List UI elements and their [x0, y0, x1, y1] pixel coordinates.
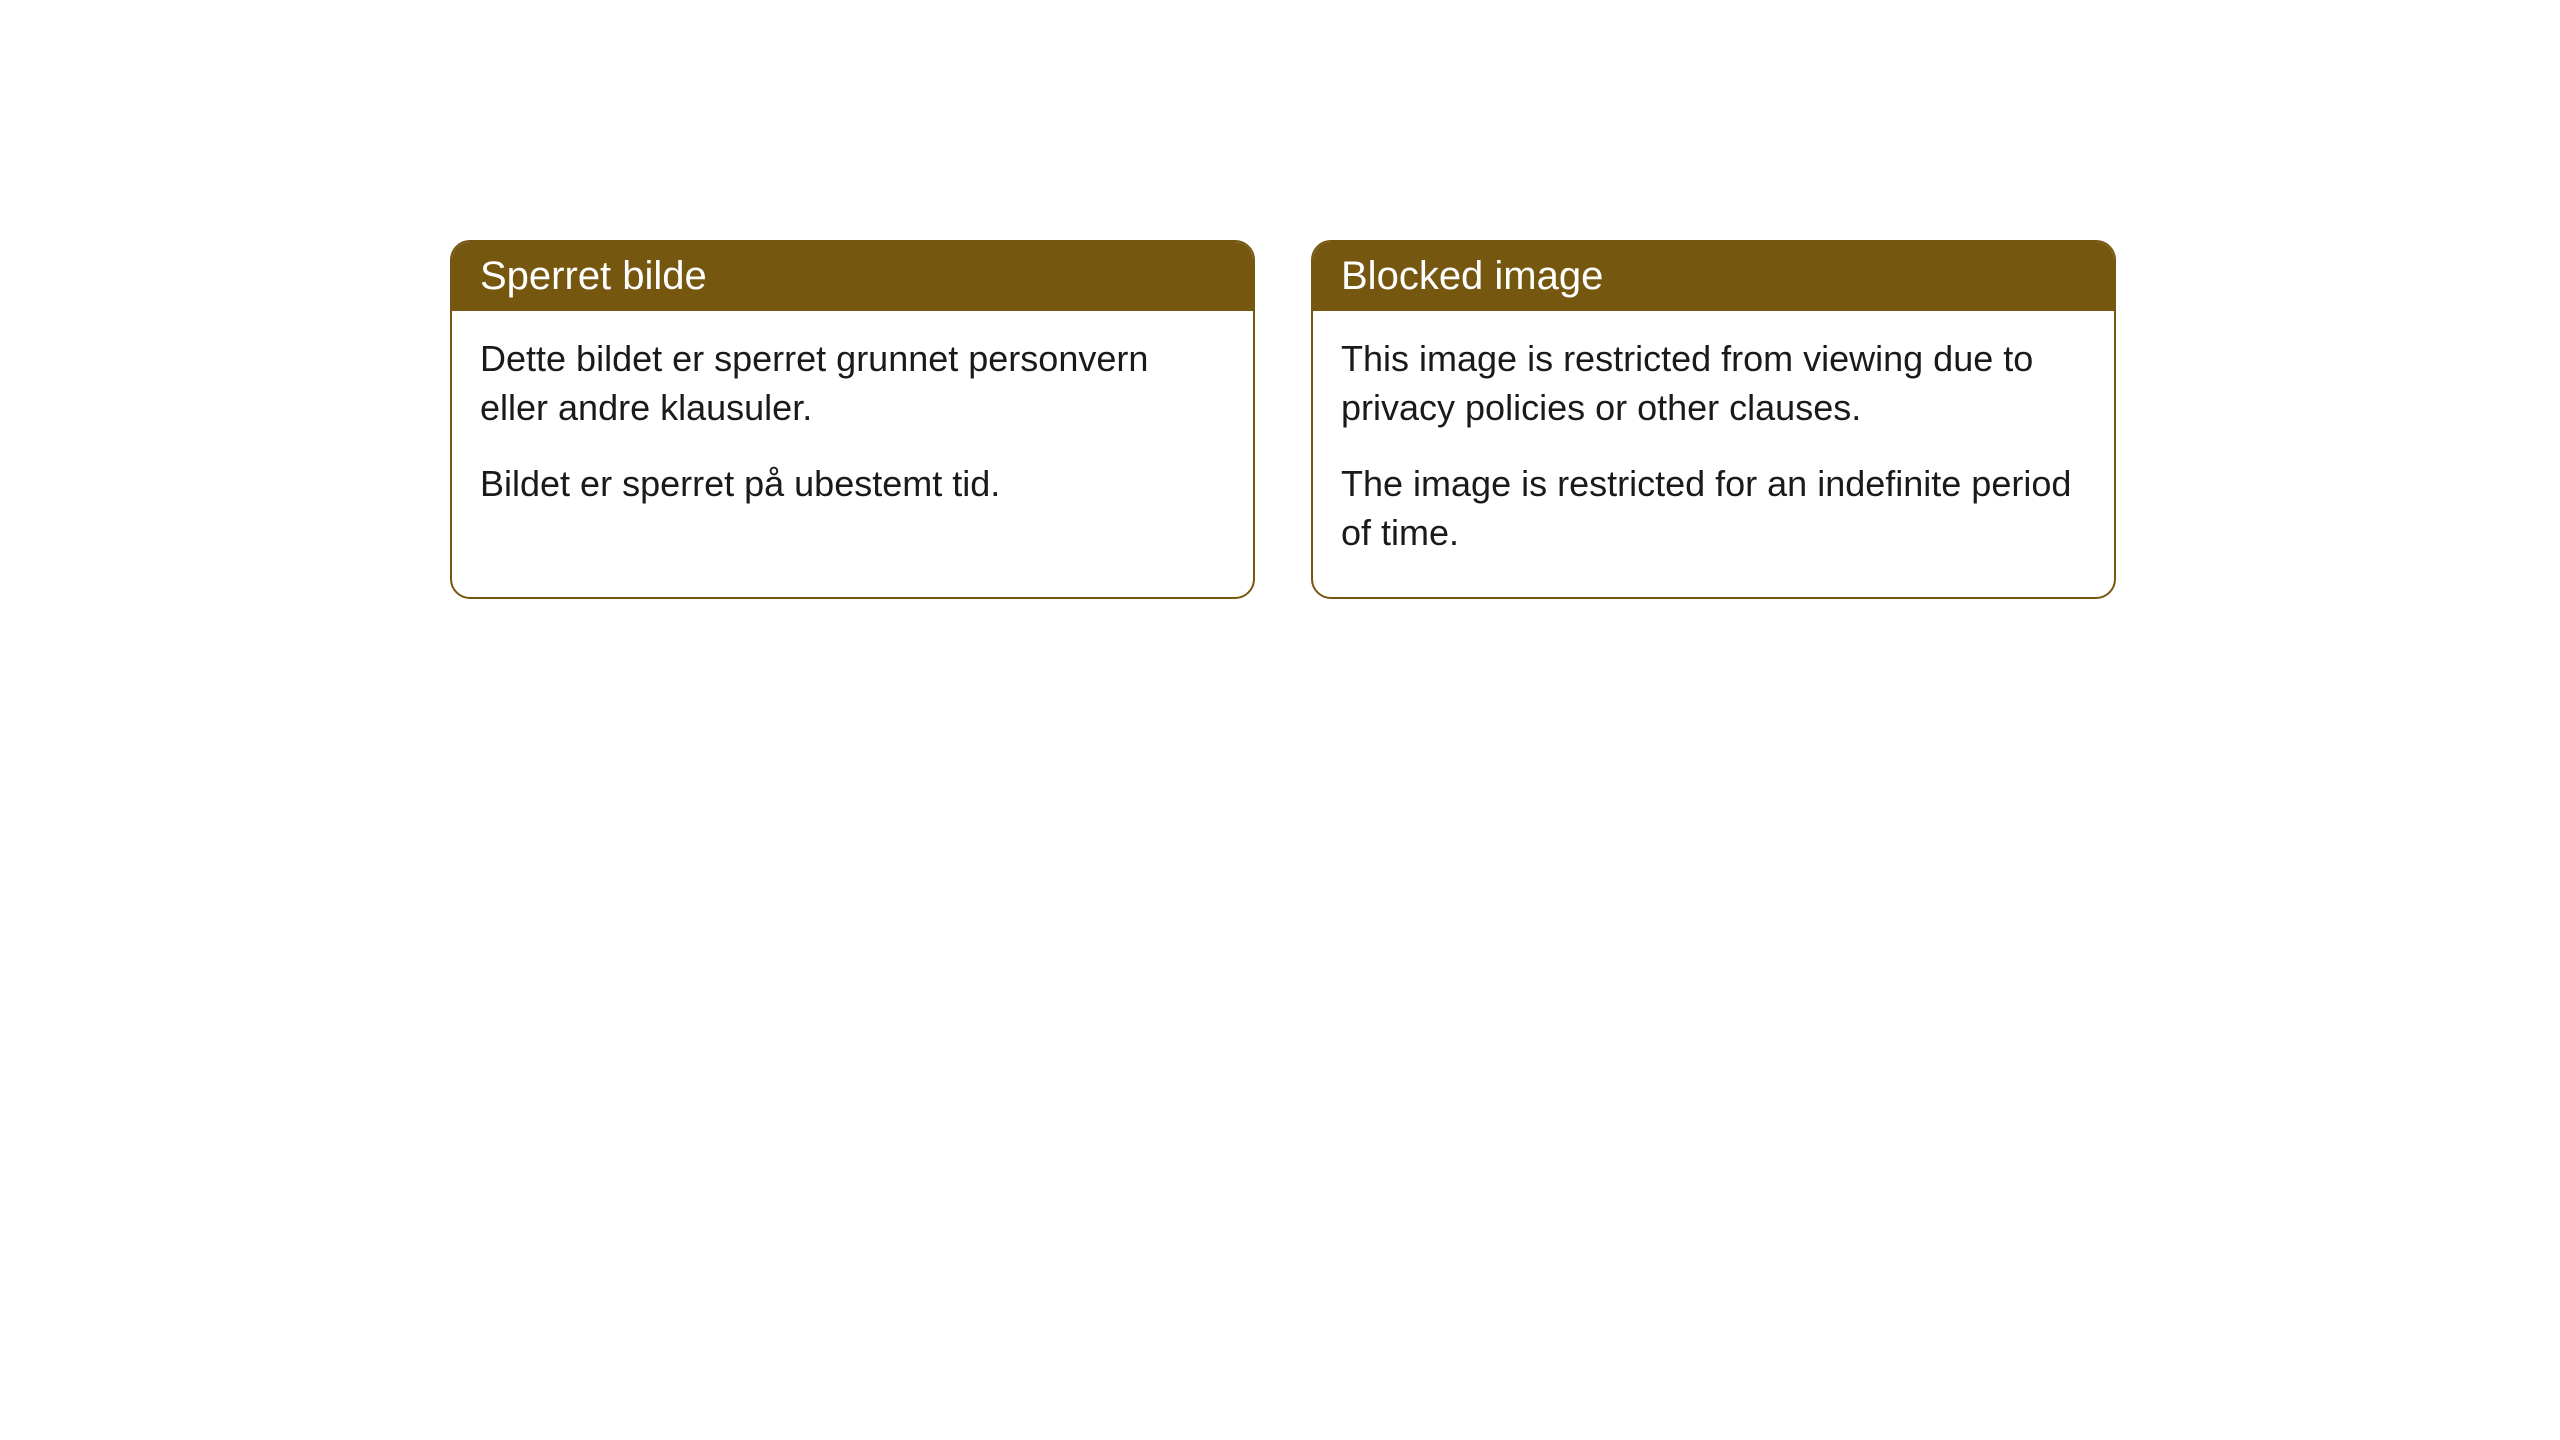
card-body-english: This image is restricted from viewing du… [1313, 311, 2114, 597]
card-header-norwegian: Sperret bilde [452, 242, 1253, 311]
card-header-english: Blocked image [1313, 242, 2114, 311]
blocked-image-card-norwegian: Sperret bilde Dette bildet er sperret gr… [450, 240, 1255, 599]
card-paragraph-2: The image is restricted for an indefinit… [1341, 460, 2086, 557]
card-paragraph-1: Dette bildet er sperret grunnet personve… [480, 335, 1225, 432]
card-paragraph-1: This image is restricted from viewing du… [1341, 335, 2086, 432]
card-title: Sperret bilde [480, 254, 707, 298]
info-cards-row: Sperret bilde Dette bildet er sperret gr… [450, 240, 2560, 599]
card-title: Blocked image [1341, 254, 1603, 298]
card-body-norwegian: Dette bildet er sperret grunnet personve… [452, 311, 1253, 549]
card-paragraph-2: Bildet er sperret på ubestemt tid. [480, 460, 1225, 509]
blocked-image-card-english: Blocked image This image is restricted f… [1311, 240, 2116, 599]
